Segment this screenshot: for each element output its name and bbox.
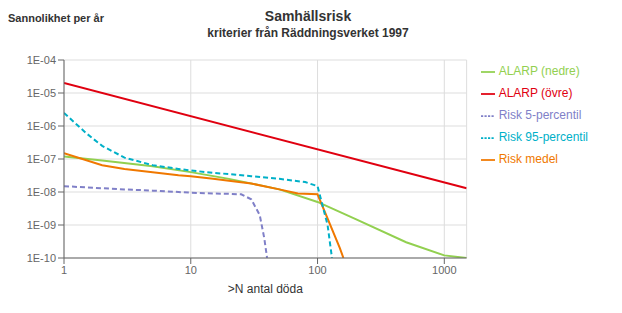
html-text:kriterier från Räddningsverket: kriterier från Räddningsverket 1997 bbox=[207, 26, 409, 40]
svg-text:1E-09: 1E-09 bbox=[27, 219, 56, 231]
html-text:Risk 95-percentil: Risk 95-percentil bbox=[498, 130, 588, 144]
svg-text:1E-08: 1E-08 bbox=[27, 186, 56, 198]
svg-text:>N antal döda: >N antal döda bbox=[228, 282, 303, 296]
html-text:Risk medel: Risk medel bbox=[498, 152, 558, 166]
html-text:ALARP (övre): ALARP (övre) bbox=[498, 86, 573, 100]
html-text:Risk 5-percentil: Risk 5-percentil bbox=[498, 108, 582, 122]
svg-text:1E-07: 1E-07 bbox=[27, 153, 56, 165]
svg-text:1E-04: 1E-04 bbox=[27, 54, 56, 66]
html-text:Samhällsrisk: Samhällsrisk bbox=[264, 8, 352, 24]
svg-text:1E-06: 1E-06 bbox=[27, 120, 56, 132]
svg-text:1E-05: 1E-05 bbox=[27, 87, 56, 99]
svg-text:1E-10: 1E-10 bbox=[27, 252, 56, 264]
svg-text:10: 10 bbox=[185, 264, 197, 276]
svg-text:100: 100 bbox=[308, 264, 326, 276]
html-text:ALARP (nedre): ALARP (nedre) bbox=[498, 64, 580, 78]
svg-text:1000: 1000 bbox=[432, 264, 456, 276]
svg-text:1: 1 bbox=[61, 264, 67, 276]
html-text:Sannolikhet per år: Sannolikhet per år bbox=[8, 12, 104, 24]
